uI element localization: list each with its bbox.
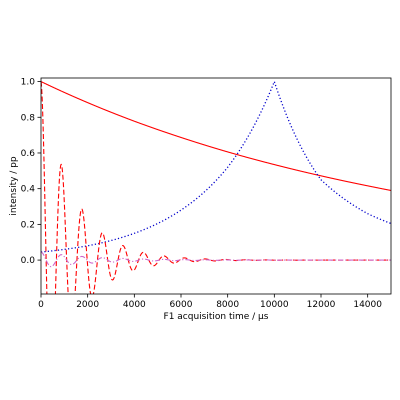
x-tick-label: 4000 [123,300,146,310]
x-axis-label: F1 acquisition time / µs [164,312,269,322]
plot-frame [40,77,392,295]
series-line-solid-0 [41,81,391,192]
x-tick-label: 10000 [260,300,289,310]
y-tick-label: 1.0 [21,78,36,88]
y-tick-label: 0.4 [21,185,36,195]
x-tick-label: 2000 [76,300,99,310]
x-tick-label: 6000 [170,300,193,310]
y-tick-label: 0.0 [21,256,36,266]
series-layer [41,79,391,294]
x-tick-label: 12000 [307,300,336,310]
x-axis-ticks: 0 2000 4000 6000 8000 10000 12000 14000 [38,294,382,310]
y-tick-label: 0.8 [21,113,36,123]
y-axis-label: intensity / pp [9,156,19,215]
x-tick-label: 8000 [216,300,239,310]
x-tick-label: 14000 [353,300,382,310]
x-tick-label: 0 [38,300,44,310]
series-line-dotted-1 [41,79,391,253]
series-line-dashdot-3 [41,251,391,268]
series-line-dashed-2 [41,81,391,294]
y-axis-ticks: 0.0 0.2 0.4 0.6 0.8 1.0 [21,78,41,266]
y-tick-label: 0.2 [21,220,35,230]
y-tick-label: 0.6 [21,149,36,159]
